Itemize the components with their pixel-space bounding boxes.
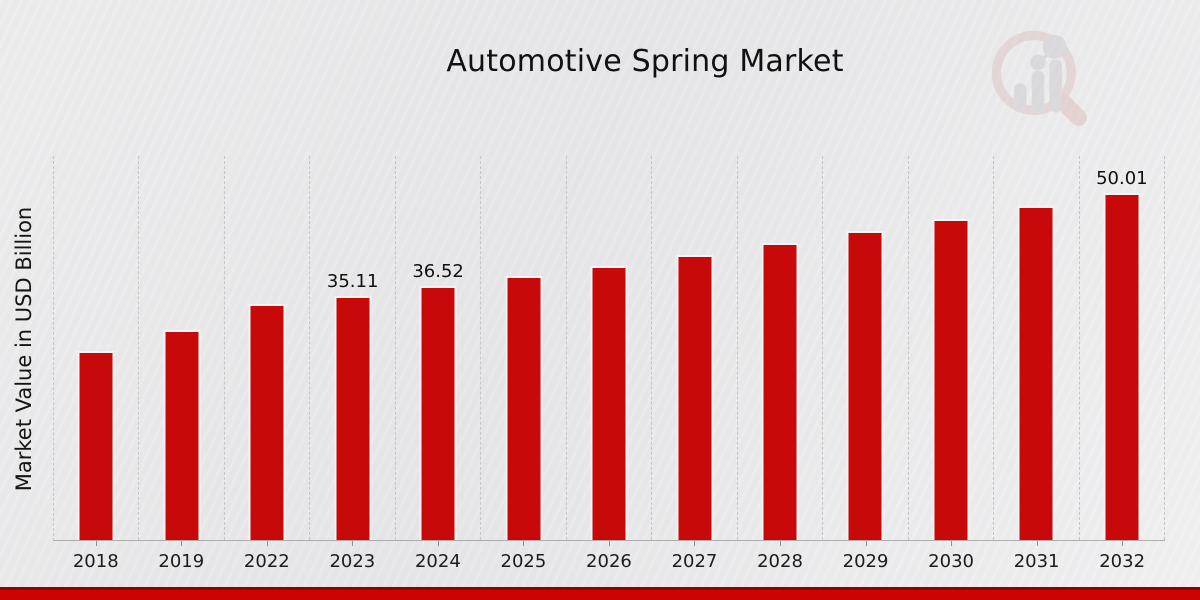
x-tick-label: 2019 — [158, 551, 205, 572]
bar-2019 — [163, 330, 201, 540]
x-tick-label: 2023 — [329, 551, 376, 572]
grid-column — [225, 156, 311, 540]
grid-column — [139, 156, 225, 540]
bar-value-label: 50.01 — [1096, 167, 1148, 189]
bottom-red-banner — [0, 587, 1200, 600]
bar-2018 — [77, 351, 115, 540]
x-tick-label: 2018 — [72, 551, 119, 572]
bar-2026 — [590, 265, 628, 540]
axis-tick — [352, 541, 354, 546]
axis-tick — [266, 541, 268, 546]
bar-value-label: 36.52 — [412, 261, 464, 283]
bar-2030 — [932, 219, 970, 540]
x-axis-category: 2028 — [737, 541, 823, 583]
mrfr-logo-watermark — [991, 30, 1087, 126]
x-axis-category: 2024 — [395, 541, 481, 583]
axis-tick — [523, 541, 525, 546]
bar-2027 — [676, 254, 714, 540]
x-tick-label: 2022 — [243, 551, 290, 572]
axis-tick — [694, 541, 696, 546]
axis-tick — [780, 541, 782, 546]
grid-column: 36.52 — [396, 156, 482, 540]
x-tick-label: 2029 — [842, 551, 889, 572]
y-axis-label: Market Value in USD Billion — [12, 206, 36, 491]
grid-column — [994, 156, 1080, 540]
x-axis-category: 2022 — [224, 541, 310, 583]
axis-tick — [951, 541, 953, 546]
axis-tick — [865, 541, 867, 546]
bar-2024 — [419, 286, 457, 540]
x-axis-category: 2019 — [139, 541, 225, 583]
bar-2028 — [761, 243, 799, 540]
grid-column — [738, 156, 824, 540]
x-axis-category: 2030 — [908, 541, 994, 583]
bar-2022 — [248, 303, 286, 540]
x-tick-label: 2026 — [586, 551, 632, 572]
x-tick-label: 2028 — [757, 551, 803, 572]
grid-column: 50.01 — [1080, 156, 1166, 540]
axis-tick — [95, 541, 97, 546]
x-axis-category: 2026 — [566, 541, 652, 583]
grid-column — [567, 156, 653, 540]
grid-column — [54, 156, 140, 540]
grid-column — [481, 156, 567, 540]
plot-area: 35.11 36.52 50.01 — [53, 156, 1166, 541]
bar-2031 — [1017, 206, 1055, 540]
x-axis-category: 2023 — [310, 541, 396, 583]
grid-column — [652, 156, 738, 540]
x-axis-category: 2025 — [481, 541, 567, 583]
x-tick-label: 2030 — [928, 551, 974, 572]
x-axis-category: 2029 — [823, 541, 909, 583]
x-tick-label: 2032 — [1099, 551, 1146, 572]
x-tick-label: 2024 — [414, 551, 461, 572]
bar-value-label: 35.11 — [326, 271, 379, 293]
grid-column: 35.11 — [310, 156, 396, 540]
chart-title: Automotive Spring Market — [446, 44, 844, 79]
x-axis-category: 2031 — [994, 541, 1080, 583]
axis-tick — [608, 541, 610, 546]
grid-column — [909, 156, 995, 540]
bar-2023 — [334, 296, 372, 540]
x-axis-category: 2027 — [652, 541, 738, 583]
bar-2025 — [505, 276, 543, 540]
x-tick-label: 2025 — [500, 551, 547, 572]
axis-tick — [437, 541, 439, 546]
x-tick-label: 2027 — [671, 551, 718, 572]
x-axis-category: 2032 — [1079, 541, 1165, 583]
grid-column — [823, 156, 909, 540]
axis-tick — [181, 541, 183, 546]
x-axis-category: 2018 — [53, 541, 139, 583]
axis-tick — [1122, 541, 1124, 546]
bar-2029 — [846, 231, 884, 540]
bar-2032 — [1103, 192, 1141, 540]
axis-tick — [1036, 541, 1038, 546]
x-axis: 2018 2019 2022 2023 2024 2025 2026 2027 2028 2029… — [53, 541, 1165, 583]
y-axis-label-wrap: Market Value in USD Billion — [2, 156, 46, 541]
x-tick-label: 2031 — [1013, 551, 1060, 572]
